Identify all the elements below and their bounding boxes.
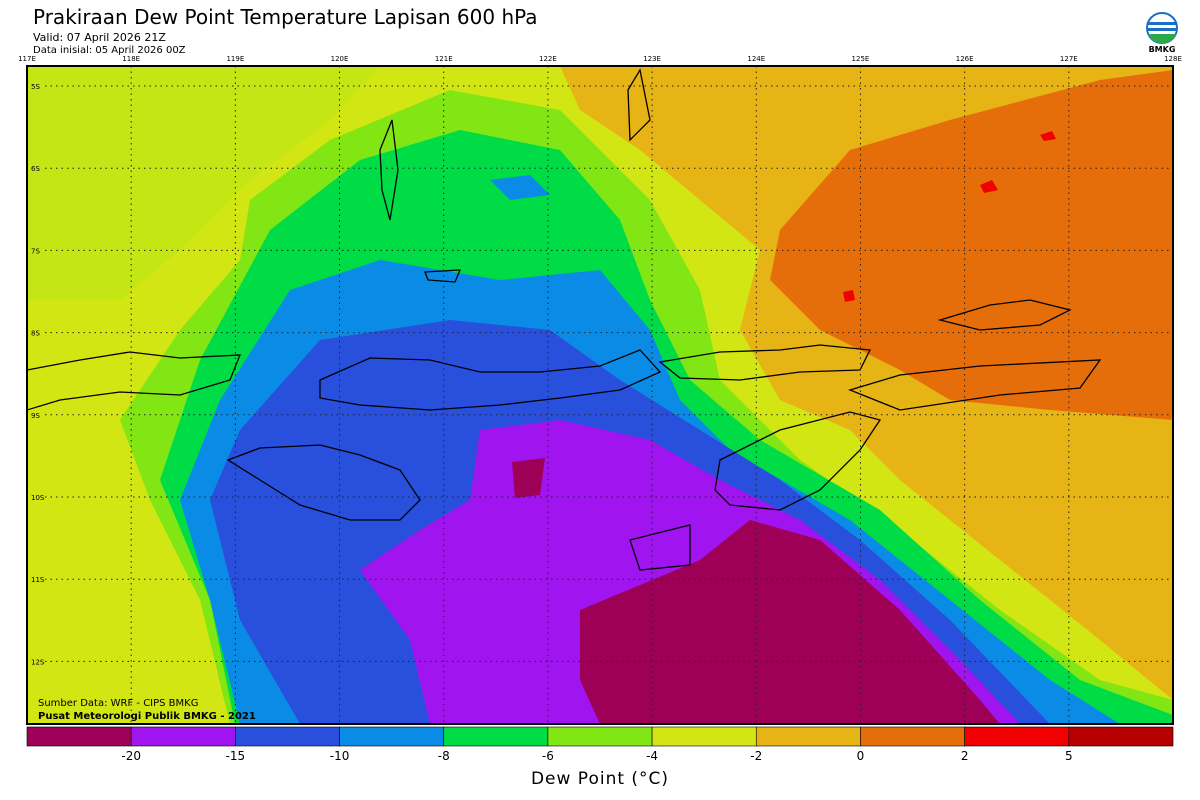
lon-label: 122E — [539, 55, 557, 63]
lon-label: 117E — [18, 55, 36, 63]
colorbar-segment — [651, 726, 757, 747]
title: Prakiraan Dew Point Temperature Lapisan … — [33, 5, 538, 29]
colorbar-label: -20 — [121, 749, 141, 763]
logo-text: BMKG — [1149, 45, 1176, 54]
lon-label: 123E — [643, 55, 661, 63]
colorbar-label: -6 — [542, 749, 554, 763]
colorbar-segment — [547, 726, 653, 747]
lon-label: 125E — [852, 55, 870, 63]
source-text: Sumber Data: WRF - CIPS BMKG — [38, 698, 198, 709]
logo: BMKG — [1146, 12, 1178, 54]
colorbar-title: Dew Point (°C) — [531, 769, 669, 789]
colorbar-segment — [860, 726, 965, 747]
lon-label: 121E — [435, 55, 453, 63]
colorbar-segment — [964, 726, 1070, 747]
colorbar-label: -10 — [330, 749, 350, 763]
colorbar-label: -2 — [750, 749, 762, 763]
lat-label: 9S — [31, 412, 40, 420]
colorbar-segment — [339, 726, 445, 747]
lon-label: 128E — [1164, 55, 1182, 63]
lon-label: 124E — [747, 55, 765, 63]
lon-label: 120E — [331, 55, 349, 63]
map-frame — [26, 65, 1174, 725]
colorbar-label: -15 — [226, 749, 246, 763]
colorbar-segment — [1068, 726, 1174, 747]
colorbar-label: -8 — [438, 749, 450, 763]
colorbar-segment — [755, 726, 861, 747]
lon-label: 119E — [226, 55, 244, 63]
colorbar-label: 5 — [1065, 749, 1073, 763]
lon-label: 127E — [1060, 55, 1078, 63]
colorbar-label: 0 — [857, 749, 865, 763]
lat-label: 11S — [31, 576, 45, 584]
colorbar-segment — [235, 726, 340, 747]
lat-label: 6S — [31, 165, 40, 173]
lat-label: 7S — [31, 247, 40, 255]
graticule: 117E 118E 119E 120E 121E 122E 123E 124E 125E 126E… — [18, 55, 1182, 724]
colorbar-segment — [26, 726, 132, 747]
lat-label: 8S — [31, 330, 40, 338]
dewpoint-field — [27, 66, 1173, 724]
colorbar-segment — [130, 726, 236, 747]
credit-text: Pusat Meteorologi Publik BMKG - 2021 — [38, 711, 256, 722]
colorbar-segment — [443, 726, 549, 747]
colorbar-label: 2 — [961, 749, 969, 763]
lat-label: 12S — [31, 658, 45, 666]
lat-label: 5S — [31, 83, 40, 91]
lat-label: 10S — [31, 494, 45, 502]
lon-label: 118E — [122, 55, 140, 63]
colorbar-label: -4 — [646, 749, 658, 763]
valid-time: Valid: 07 April 2026 21Z — [33, 31, 166, 44]
lon-label: 126E — [956, 55, 974, 63]
colorbar: -20 -15 -10 -8 -6 -4 -2 0 2 5 — [26, 726, 1174, 763]
initial-time: Data inisial: 05 April 2026 00Z — [33, 45, 186, 56]
